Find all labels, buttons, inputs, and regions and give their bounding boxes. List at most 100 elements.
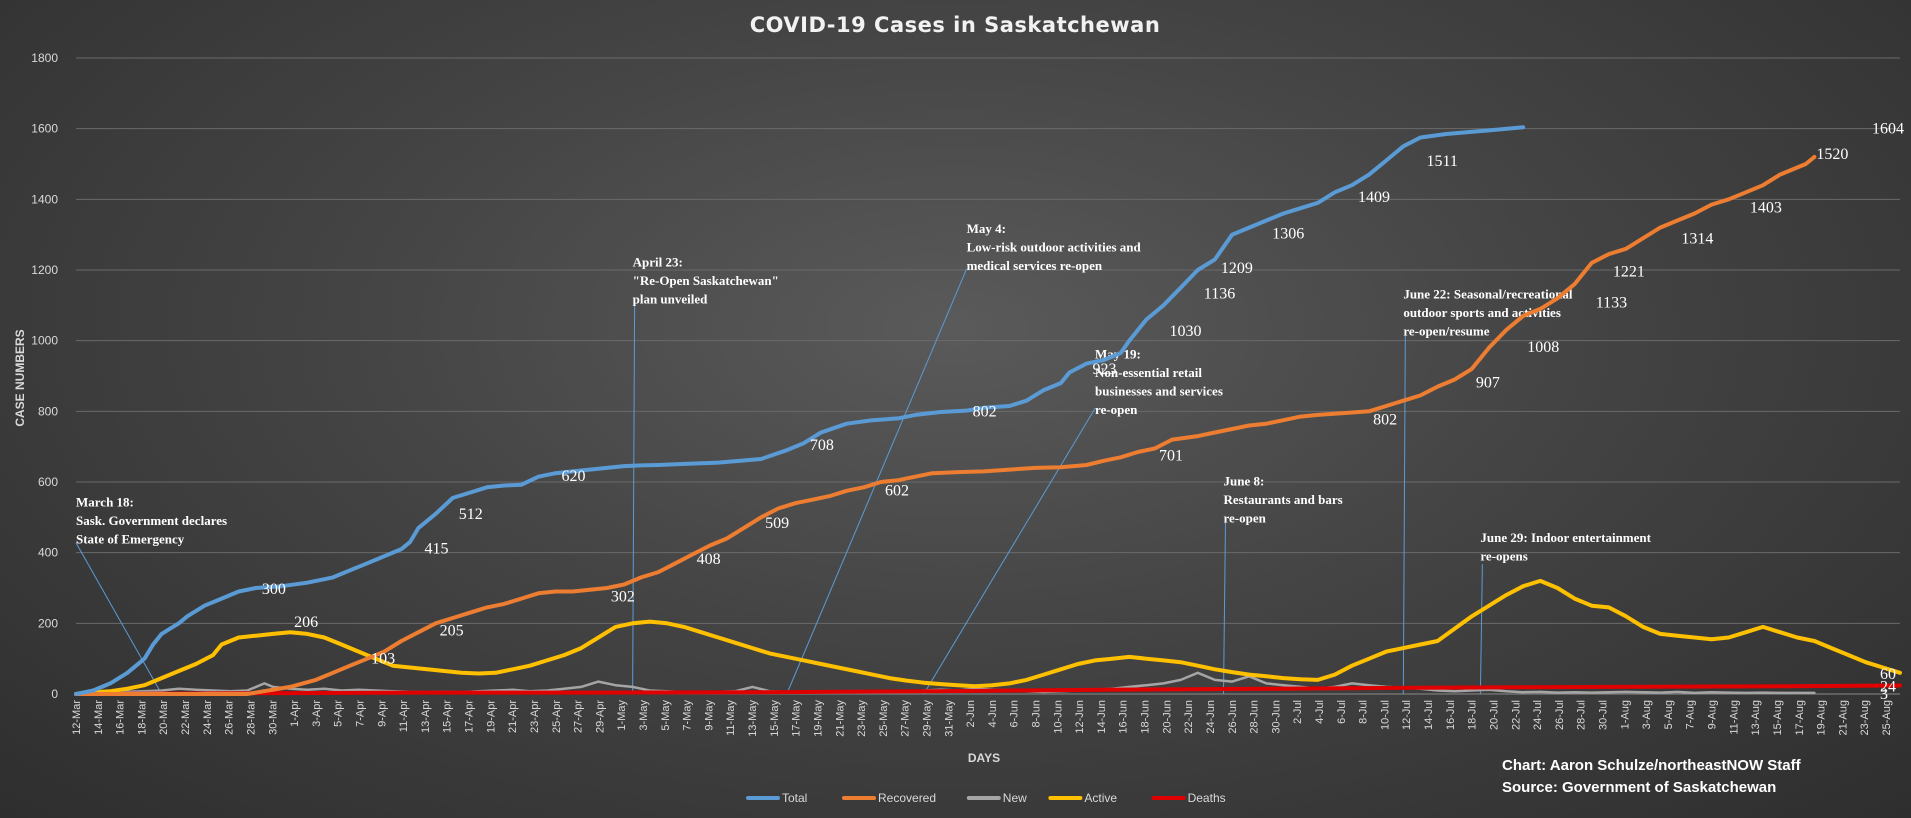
y-tick-label: 400 bbox=[38, 546, 58, 560]
y-axis-title: CASE NUMBERS bbox=[13, 329, 27, 426]
x-tick-label: 28-Jun bbox=[1249, 700, 1261, 734]
x-tick-label: 23-Aug bbox=[1859, 700, 1871, 735]
y-tick-label: 1200 bbox=[31, 263, 58, 277]
y-tick-label: 200 bbox=[38, 616, 58, 630]
x-tick-label: 15-May bbox=[769, 700, 781, 737]
annotation-text: June 22: Seasonal/recreational bbox=[1403, 286, 1573, 301]
x-tick-label: 8-Jul bbox=[1358, 700, 1370, 724]
data-label: 907 bbox=[1476, 375, 1500, 392]
data-label: 1314 bbox=[1681, 231, 1713, 248]
data-labels: 300 415 512 620 708 802 923 1030 1136 1209 1306 140… bbox=[262, 120, 1904, 703]
y-tick-label: 1800 bbox=[31, 51, 58, 65]
x-tick-label: 13-Aug bbox=[1750, 700, 1762, 735]
x-tick-label: 12-Mar bbox=[71, 700, 83, 735]
x-tick-label: 25-Apr bbox=[551, 700, 563, 733]
data-label: 802 bbox=[973, 404, 997, 421]
legend-label-total: Total bbox=[782, 791, 807, 805]
data-label: 1520 bbox=[1816, 146, 1848, 163]
x-tick-label: 13-May bbox=[747, 700, 759, 737]
x-tick-label: 26-Jun bbox=[1227, 700, 1239, 734]
x-tick-label: 3-May bbox=[638, 700, 650, 731]
annotation-leader-line bbox=[1222, 521, 1226, 695]
legend: Total Recovered New Active Deaths bbox=[746, 791, 1226, 805]
x-tick-label: 10-Jul bbox=[1379, 700, 1391, 730]
series-line-active bbox=[74, 578, 1902, 696]
x-tick-label: 23-May bbox=[856, 700, 868, 737]
x-tick-label: 8-Jun bbox=[1031, 700, 1043, 728]
annotation-text: re-open bbox=[1095, 402, 1138, 417]
data-label: 1136 bbox=[1204, 286, 1235, 303]
data-label: 1030 bbox=[1170, 323, 1202, 340]
x-tick-label: 16-Jun bbox=[1118, 700, 1130, 734]
data-label: 1306 bbox=[1272, 226, 1304, 243]
data-label: 1403 bbox=[1750, 199, 1782, 216]
x-axis-ticks: 12-Mar 14-Mar 16-Mar 18-Mar 20-Mar 22-Mar 24-M… bbox=[71, 700, 1893, 737]
annotation-text: "Re-Open Saskatchewan" bbox=[633, 273, 779, 288]
x-tick-label: 21-Apr bbox=[507, 700, 519, 733]
y-tick-label: 1600 bbox=[31, 122, 58, 136]
chart-credits: Chart: Aaron Schulze/northeastNOW Staff S… bbox=[1502, 757, 1802, 796]
annotation-text: Low-risk outdoor activities and bbox=[967, 239, 1142, 254]
annotations: March 18: Sask. Government declares State … bbox=[75, 221, 1652, 695]
x-tick-label: 4-Jul bbox=[1314, 700, 1326, 724]
data-label: 602 bbox=[885, 482, 909, 499]
credit-line: Chart: Aaron Schulze/northeastNOW Staff bbox=[1502, 757, 1802, 774]
data-label: 302 bbox=[611, 588, 635, 605]
x-tick-label: 18-Mar bbox=[136, 700, 148, 735]
x-tick-label: 19-Apr bbox=[485, 700, 497, 733]
data-label: 415 bbox=[425, 540, 449, 557]
x-tick-label: 7-May bbox=[682, 700, 694, 731]
x-tick-label: 1-Aug bbox=[1619, 700, 1631, 729]
x-tick-label: 25-May bbox=[878, 700, 890, 737]
x-tick-label: 14-Mar bbox=[93, 700, 105, 735]
annotation-text: re-open bbox=[1223, 511, 1266, 526]
x-tick-label: 30-Jul bbox=[1598, 700, 1610, 730]
x-tick-label: 20-Jun bbox=[1161, 700, 1173, 734]
x-tick-label: 7-Aug bbox=[1685, 700, 1697, 729]
x-tick-label: 6-Jul bbox=[1336, 700, 1348, 724]
x-tick-label: 9-Aug bbox=[1707, 700, 1719, 729]
x-tick-label: 3-Apr bbox=[311, 700, 323, 727]
x-tick-label: 7-Apr bbox=[354, 700, 366, 727]
series-lines bbox=[74, 125, 1902, 696]
x-tick-label: 28-Mar bbox=[245, 700, 257, 735]
series-line-total bbox=[74, 125, 1526, 696]
x-tick-label: 11-May bbox=[725, 700, 737, 736]
x-tick-label: 30-Jun bbox=[1270, 700, 1282, 734]
x-tick-label: 19-May bbox=[812, 700, 824, 737]
x-tick-label: 12-Jul bbox=[1401, 700, 1413, 730]
x-tick-label: 18-Jul bbox=[1467, 700, 1479, 730]
y-axis-ticks: 0 200 400 600 800 1000 1200 1400 1600 1800 bbox=[31, 51, 58, 701]
data-label: 923 bbox=[1092, 361, 1116, 378]
annotation-text: re-open/resume bbox=[1403, 323, 1489, 338]
x-tick-label: 12-Jun bbox=[1074, 700, 1086, 734]
x-tick-label: 9-May bbox=[703, 700, 715, 731]
data-label: 24 bbox=[1880, 679, 1896, 696]
data-label: 1209 bbox=[1221, 260, 1253, 277]
series-line-recovered bbox=[74, 154, 1817, 696]
data-label: 60 bbox=[1880, 666, 1896, 683]
x-tick-label: 15-Aug bbox=[1772, 700, 1784, 735]
legend-label-recovered: Recovered bbox=[878, 791, 936, 805]
y-tick-label: 0 bbox=[51, 687, 58, 701]
data-label: 3 bbox=[1880, 686, 1888, 703]
y-tick-label: 1400 bbox=[31, 192, 58, 206]
x-tick-label: 20-Jul bbox=[1488, 700, 1500, 730]
credit-line: Source: Government of Saskatchewan bbox=[1502, 779, 1776, 796]
annotation-text: medical services re-open bbox=[967, 258, 1103, 273]
annotation-text: businesses and services bbox=[1095, 383, 1223, 398]
annotation-text: March 18: bbox=[76, 495, 134, 510]
x-tick-label: 22-Jun bbox=[1183, 700, 1195, 734]
data-label: 620 bbox=[562, 468, 586, 485]
data-label: 708 bbox=[810, 437, 834, 454]
x-tick-label: 14-Jun bbox=[1096, 700, 1108, 734]
annotation-text: plan unveiled bbox=[633, 291, 709, 306]
data-label: 1133 bbox=[1596, 295, 1627, 312]
x-tick-label: 5-Apr bbox=[333, 700, 345, 727]
x-tick-label: 11-Apr bbox=[398, 700, 410, 733]
legend-label-deaths: Deaths bbox=[1188, 791, 1226, 805]
x-tick-label: 26-Mar bbox=[224, 700, 236, 735]
annotation-text: May 4: bbox=[967, 221, 1006, 236]
x-tick-label: 17-Aug bbox=[1794, 700, 1806, 735]
